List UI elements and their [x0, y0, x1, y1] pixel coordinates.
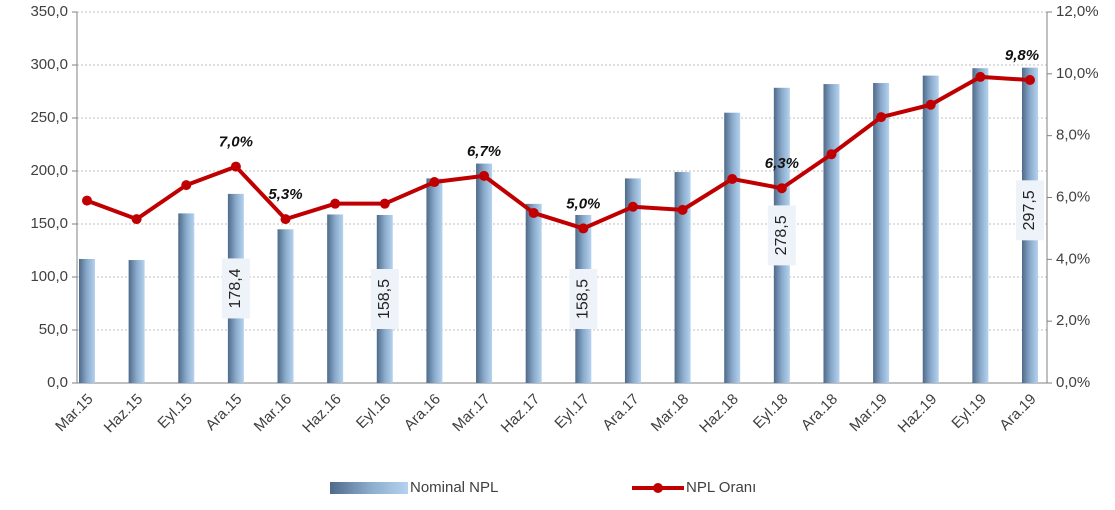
marker — [181, 180, 192, 191]
legend-marker — [653, 483, 663, 493]
y-tick-label: 100,0 — [30, 268, 68, 285]
bar — [128, 260, 145, 383]
marker — [776, 183, 787, 194]
bar — [922, 75, 939, 383]
y-tick-label: 200,0 — [30, 162, 68, 179]
data-label: 9,8% — [1005, 47, 1039, 64]
x-tick-label: Eyl.17 — [551, 391, 593, 433]
marker — [876, 112, 887, 123]
x-tick-label: Haz.17 — [498, 391, 544, 437]
legend-label: NPL Oranı — [686, 479, 756, 496]
bar — [426, 178, 443, 383]
marker — [280, 214, 291, 225]
data-label: 158,5 — [575, 279, 592, 319]
x-tick-label: Haz.16 — [299, 391, 345, 437]
y2-tick-label: 6,0% — [1056, 188, 1090, 205]
marker — [429, 177, 440, 188]
marker — [1025, 75, 1035, 86]
y2-tick-label: 12,0% — [1056, 3, 1099, 20]
x-tick-label: Eyl.19 — [948, 391, 990, 433]
data-label: 178,4 — [227, 268, 244, 308]
marker — [975, 71, 986, 82]
bar — [178, 213, 195, 383]
marker — [925, 99, 936, 110]
y-tick-label: 150,0 — [30, 215, 68, 232]
bar — [823, 84, 840, 383]
bar — [674, 172, 691, 383]
legend-swatch — [330, 482, 408, 494]
data-label: 158,5 — [376, 279, 393, 319]
data-label: 278,5 — [773, 215, 790, 255]
x-tick-label: Eyl.16 — [353, 391, 395, 433]
bar — [277, 229, 294, 383]
marker — [727, 173, 738, 184]
y2-tick-label: 10,0% — [1056, 65, 1099, 82]
x-tick-label: Mar.15 — [52, 391, 96, 435]
bar — [873, 83, 890, 384]
marker — [82, 195, 92, 206]
marker — [627, 201, 638, 212]
data-label-box — [370, 268, 399, 329]
marker — [528, 207, 539, 218]
x-tick-label: Ara.16 — [401, 391, 444, 434]
marker — [379, 198, 390, 209]
marker — [826, 149, 837, 160]
marker — [131, 214, 142, 225]
x-tick-label: Mar.16 — [251, 391, 295, 435]
y2-tick-label: 2,0% — [1056, 312, 1090, 329]
y2-tick-label: 8,0% — [1056, 127, 1090, 144]
data-label: 7,0% — [219, 134, 253, 151]
data-label: 5,0% — [566, 195, 600, 212]
x-tick-label: Haz.15 — [101, 391, 147, 437]
data-label-box — [569, 268, 598, 329]
legend-label: Nominal NPL — [410, 479, 498, 496]
data-label: 6,3% — [765, 155, 799, 172]
marker — [677, 204, 688, 215]
x-tick-label: Mar.18 — [648, 391, 692, 435]
bar — [624, 178, 641, 383]
x-tick-label: Haz.19 — [895, 391, 941, 437]
x-tick-label: Ara.19 — [996, 391, 1039, 434]
bar — [327, 214, 344, 383]
bar — [79, 258, 95, 383]
x-tick-label: Ara.17 — [599, 391, 642, 434]
data-label-box — [221, 258, 250, 319]
x-tick-label: Haz.18 — [696, 391, 742, 437]
y-tick-label: 0,0 — [47, 374, 68, 391]
x-tick-label: Mar.19 — [846, 391, 890, 435]
y2-tick-label: 0,0% — [1056, 374, 1090, 391]
bar — [972, 68, 989, 384]
bar — [724, 112, 741, 383]
y-tick-label: 50,0 — [39, 321, 68, 338]
marker — [230, 161, 241, 172]
x-tick-label: Ara.15 — [202, 391, 245, 434]
x-tick-label: Mar.17 — [449, 391, 493, 435]
y2-tick-label: 4,0% — [1056, 250, 1090, 267]
bar — [525, 203, 542, 383]
x-tick-label: Eyl.15 — [154, 391, 196, 433]
data-label: 5,3% — [268, 186, 302, 203]
y-tick-label: 300,0 — [30, 56, 68, 73]
bar — [476, 163, 493, 383]
marker — [330, 198, 341, 209]
marker — [578, 223, 589, 234]
x-tick-label: Eyl.18 — [750, 391, 792, 433]
marker — [479, 170, 490, 181]
y-tick-label: 250,0 — [30, 109, 68, 126]
x-tick-label: Ara.18 — [798, 391, 841, 434]
y-tick-label: 350,0 — [30, 3, 68, 20]
line — [86, 74, 1031, 231]
data-label: 6,7% — [467, 143, 501, 160]
data-label-box — [767, 205, 796, 266]
data-label: 297,5 — [1021, 190, 1038, 230]
data-label-box — [1016, 180, 1044, 241]
